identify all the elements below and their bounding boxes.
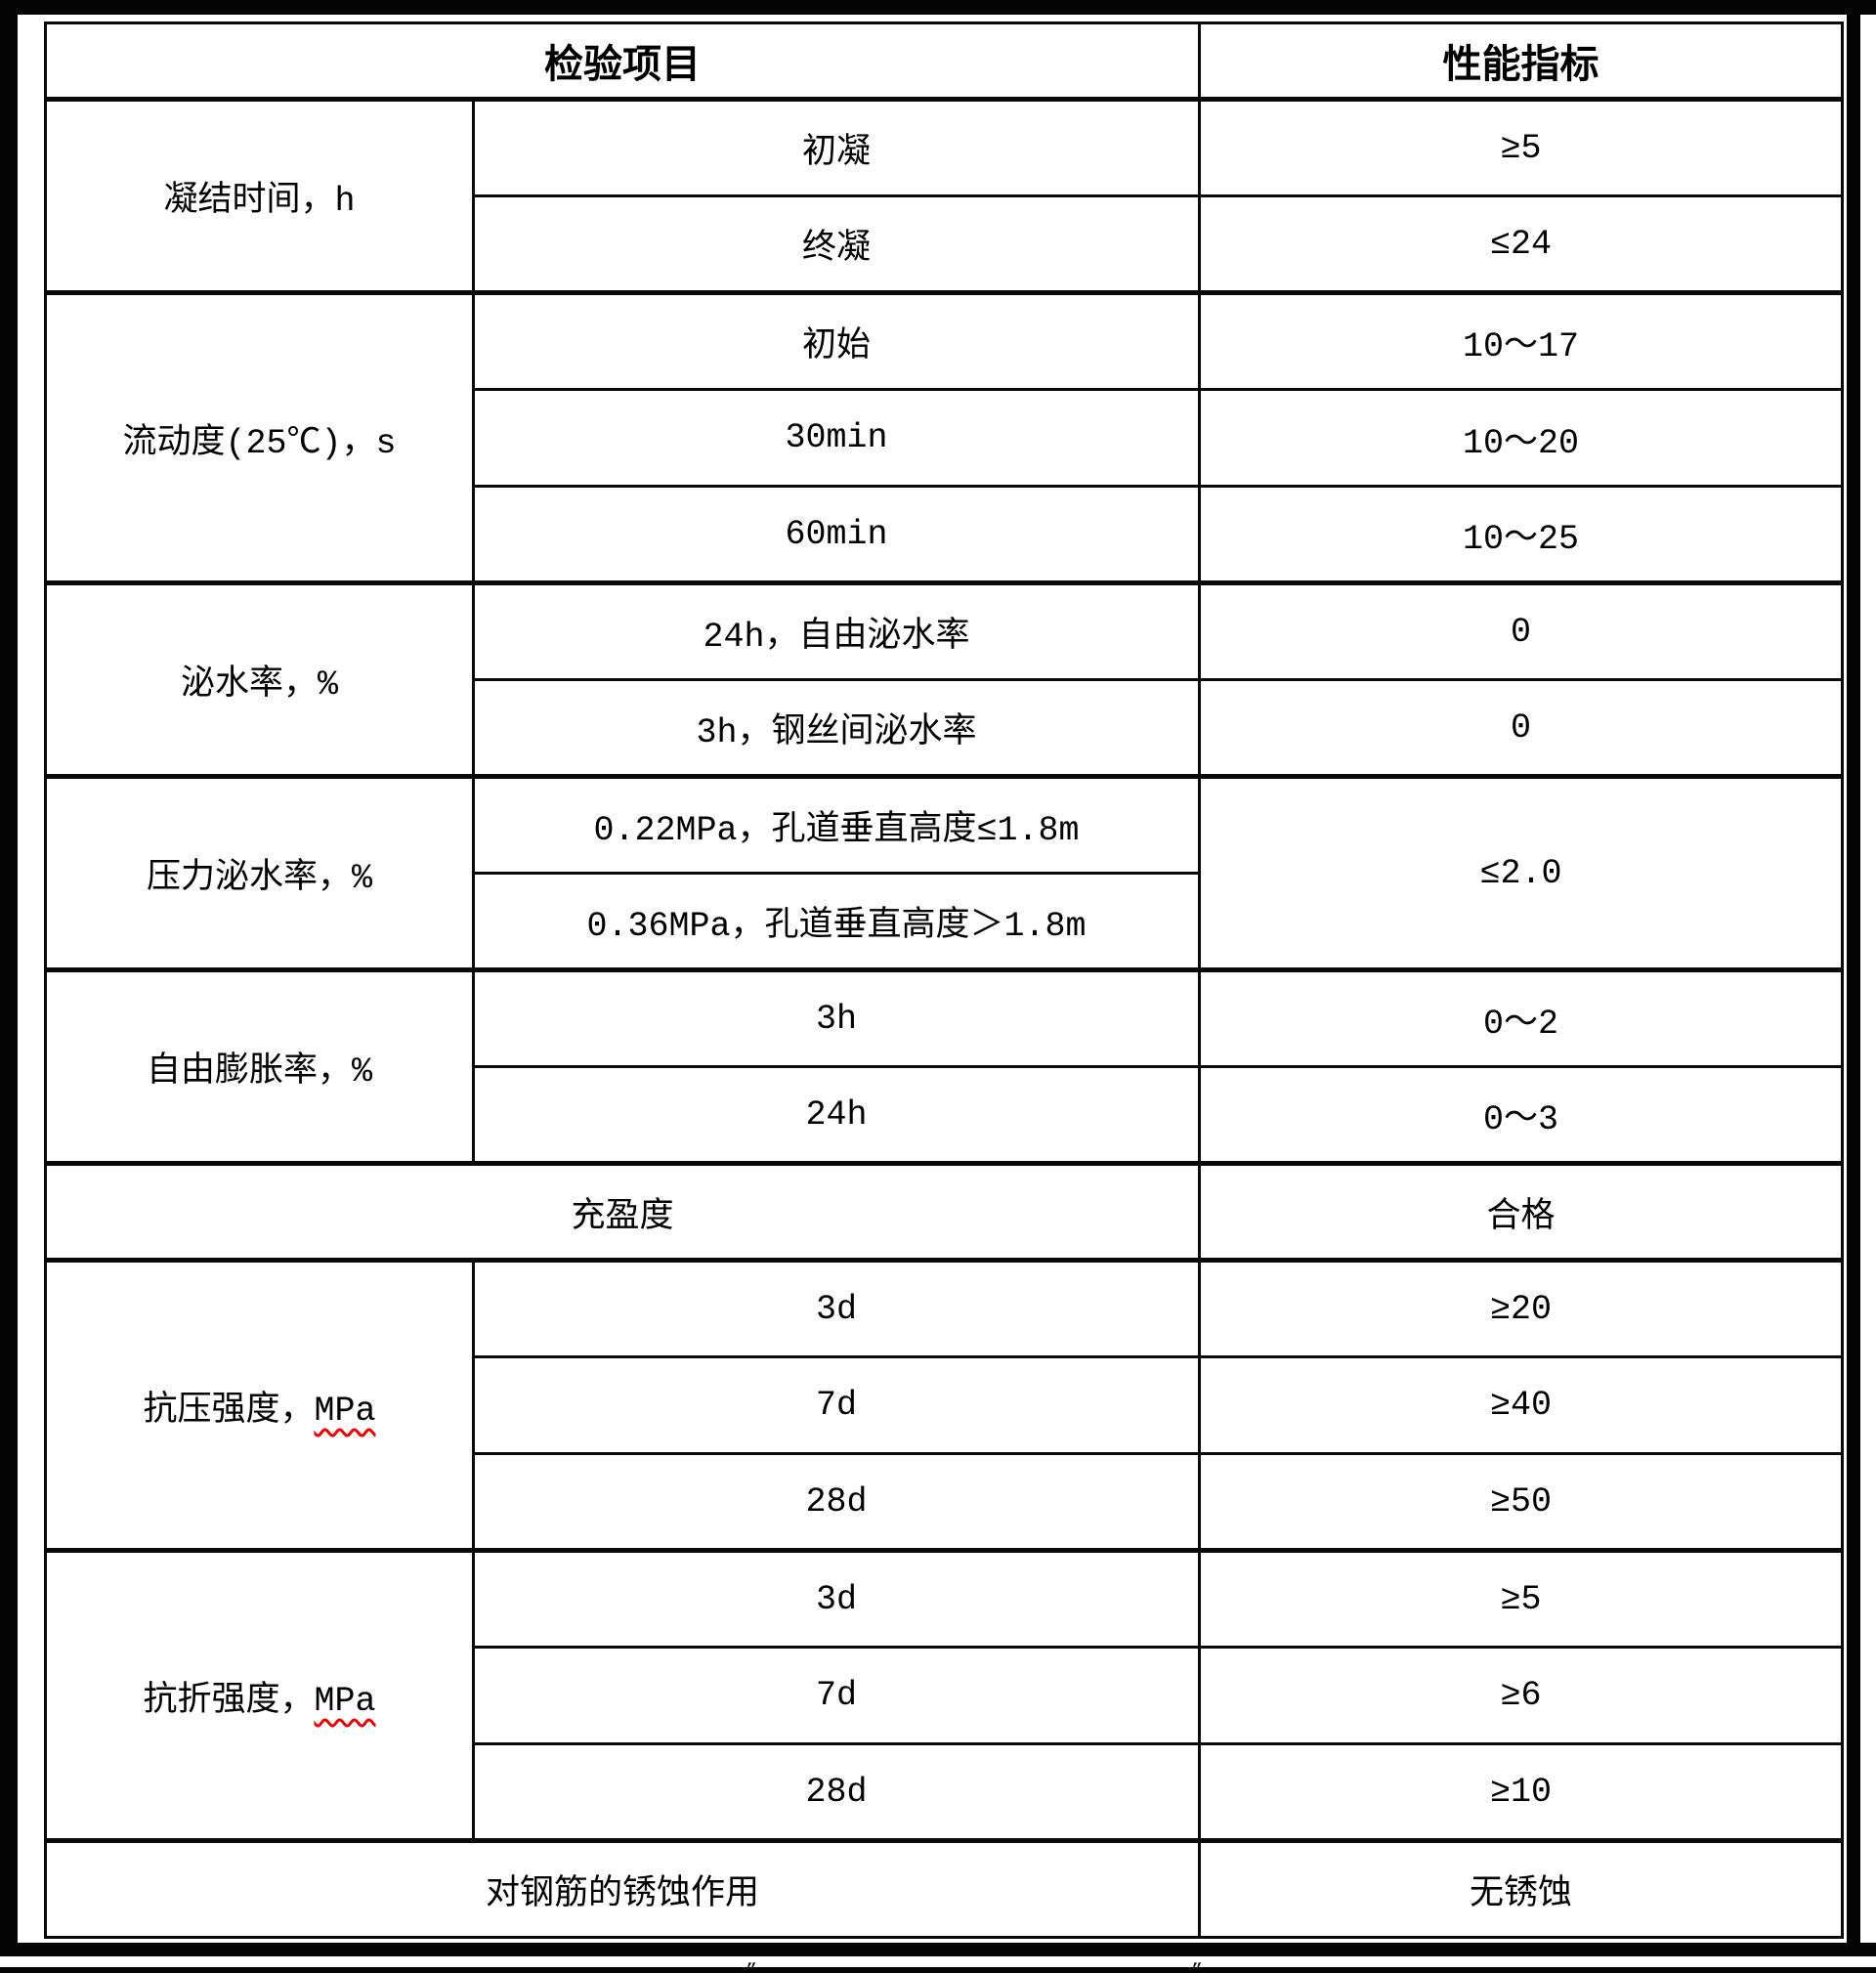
table-row: 抗折强度，MPa 3d ≥5 bbox=[44, 1548, 1844, 1842]
table-outer-right-border bbox=[1847, 0, 1860, 1956]
table-row: 自由膨胀率，% 3h 0～2 bbox=[44, 967, 1844, 1165]
value-cell: 10～25 bbox=[1198, 485, 1844, 584]
header-performance-index: 性能指标 bbox=[1198, 21, 1844, 102]
category-cell-pressure-bleeding-rate: 压力泌水率，% bbox=[44, 774, 475, 971]
item-cell: 7d bbox=[472, 1355, 1201, 1455]
table-row: 凝结时间，h 初凝 ≥5 bbox=[44, 97, 1844, 294]
table-outer-bottom-border bbox=[0, 1943, 1876, 1956]
item-cell: 3h，钢丝间泌水率 bbox=[472, 678, 1201, 778]
item-cell: 0.36MPa，孔道垂直高度＞1.8m bbox=[472, 872, 1201, 971]
table-row: 30min 10～20 bbox=[46, 388, 1844, 488]
value-cell: 0～3 bbox=[1198, 1065, 1844, 1165]
table-row: 对钢筋的锈蚀作用 无锈蚀 bbox=[44, 1838, 1844, 1939]
value-cell: 0～2 bbox=[1198, 967, 1844, 1068]
value-cell: ≥6 bbox=[1198, 1646, 1844, 1745]
table-row: 60min 10～25 bbox=[46, 485, 1844, 584]
item-cell: 3d bbox=[472, 1548, 1201, 1649]
table-row: 7d ≥6 bbox=[46, 1646, 1844, 1745]
scan-artifact-mark: „ bbox=[1191, 1950, 1204, 1972]
value-cell: ≥5 bbox=[1198, 1548, 1844, 1649]
value-cell: 合格 bbox=[1198, 1161, 1844, 1262]
category-text: 抗压强度， bbox=[143, 1391, 315, 1431]
value-cell: ≥50 bbox=[1198, 1452, 1844, 1552]
item-cell: 0.22MPa，孔道垂直高度≤1.8m bbox=[472, 774, 1201, 875]
category-cell-bleeding-rate: 泌水率，% bbox=[44, 580, 475, 778]
document-page: 检验项目 性能指标 凝结时间，h 初凝 ≥5 终凝 ≤24 流动度(25℃)，s… bbox=[18, 15, 1847, 1943]
table-header-row: 检验项目 性能指标 bbox=[44, 21, 1844, 102]
item-cell: 7d bbox=[472, 1646, 1201, 1745]
value-cell-merged: ≤2.0 bbox=[1198, 774, 1844, 971]
value-cell: ≥10 bbox=[1198, 1742, 1844, 1842]
category-cell-fluidity: 流动度(25℃)，s bbox=[44, 290, 475, 584]
value-cell: 0 bbox=[1198, 678, 1844, 778]
table-row: 终凝 ≤24 bbox=[46, 194, 1844, 294]
value-cell: ≥5 bbox=[1198, 97, 1844, 197]
item-cell: 3h bbox=[472, 967, 1201, 1068]
table-row: 泌水率，% 24h，自由泌水率 0 bbox=[44, 580, 1844, 778]
item-cell: 24h bbox=[472, 1065, 1201, 1165]
table-row: 24h 0～3 bbox=[46, 1065, 1844, 1165]
category-text: 抗折强度， bbox=[143, 1681, 315, 1721]
item-cell: 24h，自由泌水率 bbox=[472, 580, 1201, 681]
value-cell: 无锈蚀 bbox=[1198, 1838, 1844, 1939]
category-cell-setting-time: 凝结时间，h bbox=[44, 97, 475, 294]
table-row: 流动度(25℃)，s 初始 10～17 bbox=[44, 290, 1844, 584]
value-cell: ≥20 bbox=[1198, 1258, 1844, 1358]
item-cell-fullness: 充盈度 bbox=[44, 1161, 1201, 1262]
item-cell: 28d bbox=[472, 1452, 1201, 1552]
page-top-edge bbox=[0, 0, 1876, 15]
table-row: 充盈度 合格 bbox=[44, 1161, 1844, 1262]
item-cell: 60min bbox=[472, 485, 1201, 584]
category-unit-spellcheck-squiggle: MPa bbox=[314, 1681, 376, 1721]
item-cell: 3d bbox=[472, 1258, 1201, 1358]
value-cell: 10～20 bbox=[1198, 388, 1844, 488]
item-cell: 初凝 bbox=[472, 97, 1201, 197]
table-row: 7d ≥40 bbox=[46, 1355, 1844, 1455]
value-cell: 10～17 bbox=[1198, 290, 1844, 391]
value-cell: ≤24 bbox=[1198, 194, 1844, 294]
table-row: 28d ≥50 bbox=[46, 1452, 1844, 1552]
table-row: 3h，钢丝间泌水率 0 bbox=[46, 678, 1844, 778]
value-cell: 0 bbox=[1198, 580, 1844, 681]
table-row: 抗压强度，MPa 3d ≥20 bbox=[44, 1258, 1844, 1552]
category-cell-flexural-strength: 抗折强度，MPa bbox=[44, 1548, 475, 1842]
item-cell: 终凝 bbox=[472, 194, 1201, 294]
header-test-items: 检验项目 bbox=[44, 21, 1201, 102]
item-cell-corrosion-effect: 对钢筋的锈蚀作用 bbox=[44, 1838, 1201, 1939]
item-cell: 初始 bbox=[472, 290, 1201, 391]
page-left-edge bbox=[0, 0, 18, 1956]
category-cell-compressive-strength: 抗压强度，MPa bbox=[44, 1258, 475, 1552]
item-cell: 30min bbox=[472, 388, 1201, 488]
table-row: 28d ≥10 bbox=[46, 1742, 1844, 1842]
table-row: 压力泌水率，% 0.22MPa，孔道垂直高度≤1.8m ≤2.0 bbox=[44, 774, 1844, 971]
spec-table: 检验项目 性能指标 凝结时间，h 初凝 ≥5 终凝 ≤24 流动度(25℃)，s… bbox=[44, 21, 1844, 1939]
page-bottom-edge bbox=[0, 1967, 1876, 1973]
table-row: 0.36MPa，孔道垂直高度＞1.8m bbox=[46, 872, 1843, 971]
value-cell: ≥40 bbox=[1198, 1355, 1844, 1455]
item-cell: 28d bbox=[472, 1742, 1201, 1842]
scan-artifact-mark: „ bbox=[746, 1950, 758, 1972]
category-cell-free-expansion-rate: 自由膨胀率，% bbox=[44, 967, 475, 1165]
category-unit-spellcheck-squiggle: MPa bbox=[314, 1391, 376, 1431]
